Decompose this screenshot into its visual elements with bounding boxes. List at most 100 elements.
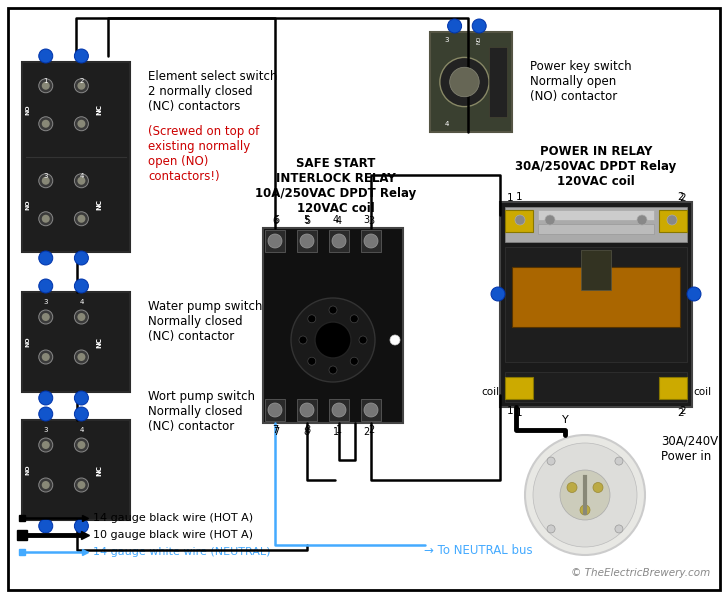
Circle shape xyxy=(332,403,346,417)
Circle shape xyxy=(39,519,52,533)
Text: NO: NO xyxy=(25,104,30,115)
Circle shape xyxy=(450,67,479,97)
Circle shape xyxy=(77,313,85,321)
Text: 3: 3 xyxy=(444,37,448,43)
Bar xyxy=(361,399,381,421)
Text: 2: 2 xyxy=(680,193,687,203)
Circle shape xyxy=(41,441,50,449)
Circle shape xyxy=(39,212,52,226)
Text: 8: 8 xyxy=(303,427,309,437)
Bar xyxy=(581,250,611,290)
Text: 2: 2 xyxy=(368,425,374,435)
Text: 2: 2 xyxy=(363,427,369,437)
Circle shape xyxy=(41,82,50,90)
Text: 2: 2 xyxy=(79,78,84,84)
Text: 1: 1 xyxy=(515,192,522,202)
Text: 4: 4 xyxy=(333,215,339,225)
Text: 4: 4 xyxy=(79,173,84,179)
Text: 30A/240V
Power in: 30A/240V Power in xyxy=(661,435,718,463)
Circle shape xyxy=(77,215,85,222)
Text: NO: NO xyxy=(25,337,30,347)
Text: 6: 6 xyxy=(273,215,279,225)
Text: 14 gauge black wire (HOT A): 14 gauge black wire (HOT A) xyxy=(93,513,253,523)
Circle shape xyxy=(332,234,346,248)
Circle shape xyxy=(615,457,623,465)
Circle shape xyxy=(580,505,590,515)
Circle shape xyxy=(74,438,88,452)
Circle shape xyxy=(268,234,282,248)
Circle shape xyxy=(39,350,52,364)
Circle shape xyxy=(637,215,647,225)
Circle shape xyxy=(41,353,50,361)
Circle shape xyxy=(41,481,50,489)
Bar xyxy=(22,62,130,252)
Circle shape xyxy=(315,322,351,358)
Text: 7: 7 xyxy=(273,427,279,437)
Circle shape xyxy=(74,407,88,421)
Circle shape xyxy=(547,457,555,465)
Bar xyxy=(505,210,533,232)
Circle shape xyxy=(77,82,85,90)
Text: NO: NO xyxy=(477,36,482,44)
Circle shape xyxy=(525,435,645,555)
Circle shape xyxy=(39,49,52,63)
Text: NO: NO xyxy=(25,199,30,210)
Text: 14 gauge white wire (NEUTRAL): 14 gauge white wire (NEUTRAL) xyxy=(93,547,271,557)
Text: 6: 6 xyxy=(272,216,278,226)
Text: 7: 7 xyxy=(272,425,278,435)
Circle shape xyxy=(74,79,88,93)
Circle shape xyxy=(39,251,52,265)
Text: 1: 1 xyxy=(507,193,513,203)
Circle shape xyxy=(74,49,88,63)
Circle shape xyxy=(268,403,282,417)
Bar xyxy=(538,210,654,220)
Text: → To NEUTRAL bus: → To NEUTRAL bus xyxy=(424,544,533,557)
Circle shape xyxy=(359,336,367,344)
Circle shape xyxy=(593,483,603,493)
Circle shape xyxy=(299,336,307,344)
Circle shape xyxy=(350,315,358,323)
Circle shape xyxy=(308,357,316,365)
Bar xyxy=(361,230,381,252)
Circle shape xyxy=(329,306,337,314)
Text: 3: 3 xyxy=(363,215,369,225)
Bar xyxy=(297,399,317,421)
Text: Water pump switch
Normally closed
(NC) contactor: Water pump switch Normally closed (NC) c… xyxy=(148,300,262,343)
Circle shape xyxy=(39,310,52,324)
Circle shape xyxy=(364,403,378,417)
Bar xyxy=(505,207,687,242)
Text: 4: 4 xyxy=(79,299,84,305)
Text: Wort pump switch
Normally closed
(NC) contactor: Wort pump switch Normally closed (NC) co… xyxy=(148,390,255,433)
Bar xyxy=(297,230,317,252)
Circle shape xyxy=(567,483,577,493)
Circle shape xyxy=(291,298,375,382)
Circle shape xyxy=(472,19,486,33)
Circle shape xyxy=(39,174,52,188)
Text: Y: Y xyxy=(561,415,569,425)
Text: NC: NC xyxy=(97,199,103,210)
Circle shape xyxy=(39,407,52,421)
Text: 8: 8 xyxy=(304,425,310,435)
Bar xyxy=(489,47,507,117)
Text: 2: 2 xyxy=(678,192,684,202)
Circle shape xyxy=(41,215,50,222)
Circle shape xyxy=(77,177,85,185)
Circle shape xyxy=(390,335,400,345)
Text: NC: NC xyxy=(97,337,103,347)
Text: 1: 1 xyxy=(515,408,522,418)
Circle shape xyxy=(77,481,85,489)
Circle shape xyxy=(39,117,52,131)
Text: Power key switch
Normally open
(NO) contactor: Power key switch Normally open (NO) cont… xyxy=(530,60,632,103)
Bar xyxy=(329,230,349,252)
Text: 2: 2 xyxy=(680,406,687,416)
Circle shape xyxy=(687,287,701,301)
Circle shape xyxy=(560,470,610,520)
Circle shape xyxy=(533,443,637,547)
Bar xyxy=(505,377,533,399)
Text: 5: 5 xyxy=(303,215,309,225)
Text: 1: 1 xyxy=(507,406,513,416)
Circle shape xyxy=(74,251,88,265)
Circle shape xyxy=(39,438,52,452)
Text: 10 gauge black wire (HOT A): 10 gauge black wire (HOT A) xyxy=(93,530,253,540)
Circle shape xyxy=(77,353,85,361)
